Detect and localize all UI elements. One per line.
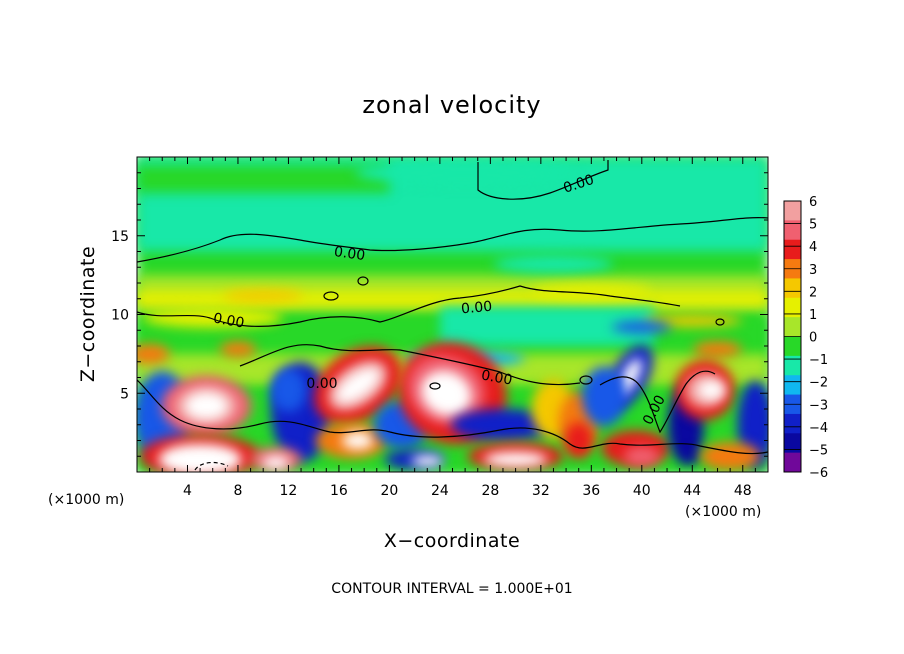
colorbar-label: 2: [809, 285, 817, 300]
zero-contour-top: [477, 160, 609, 200]
dashed-contour: [194, 461, 229, 471]
small-contour-c: [429, 382, 441, 390]
x-tick-label: 36: [582, 483, 600, 499]
small-contour-a: [323, 291, 339, 301]
colorbar-label: 5: [809, 218, 817, 233]
y-axis-ticks: 5 10 15: [111, 172, 768, 457]
contour-label-2: 0.00: [333, 244, 366, 264]
colorbar-swatch: [784, 278, 801, 299]
y-tick-label: 15: [111, 229, 129, 245]
small-contour-d: [579, 375, 593, 385]
velocity-field: [137, 157, 768, 472]
contour-label-6: 0.00: [480, 367, 513, 388]
x-unit-right: (×1000 m): [685, 504, 761, 520]
x-tick-label: 8: [233, 483, 242, 499]
colorbar-label: −2: [809, 376, 828, 391]
x-unit-left: (×1000 m): [48, 492, 124, 508]
chart-title: zonal velocity: [362, 91, 541, 119]
zero-contour-mid2: [239, 344, 581, 386]
colorbar-label: −1: [809, 353, 828, 368]
colorbar-swatch: [784, 433, 801, 454]
x-axis-label: X−coordinate: [384, 530, 520, 552]
colorbar-swatch: [784, 355, 801, 376]
contour-interval-note: CONTOUR INTERVAL = 1.000E+01: [331, 581, 572, 597]
colorbar-swatch: [784, 413, 801, 434]
y-tick-label: 10: [111, 308, 129, 324]
small-contour-b: [357, 276, 369, 286]
colorbar-swatch: [784, 317, 801, 337]
x-tick-label: 16: [330, 483, 348, 499]
contour-lines: [137, 160, 768, 471]
contour-label-4: 0.00: [460, 299, 492, 318]
colorbar-swatch: [784, 336, 801, 357]
colorbar-label: −4: [809, 421, 828, 436]
colorbar-swatch: [784, 375, 801, 396]
x-tick-label: 20: [380, 483, 398, 499]
colorbar-swatch: [784, 220, 801, 241]
x-tick-label: 32: [532, 483, 550, 499]
colorbar-label: 0: [809, 331, 817, 346]
colorbar-swatch: [784, 239, 801, 260]
colorbar-label: −6: [809, 466, 828, 481]
colorbar-swatch: [784, 452, 801, 473]
x-tick-label: 48: [734, 483, 752, 499]
x-tick-label: 12: [280, 483, 298, 499]
y-axis-label: Z−coordinate: [77, 246, 99, 382]
x-tick-label: 28: [481, 483, 499, 499]
x-tick-label: 44: [683, 483, 701, 499]
colorbar-label: −5: [809, 443, 828, 458]
colorbar-label: 6: [809, 195, 817, 210]
y-tick-label: 5: [120, 386, 129, 402]
x-tick-label: 24: [431, 483, 449, 499]
colorbar-swatch: [784, 297, 801, 318]
colorbar-label: 3: [809, 263, 817, 278]
colorbar-label: −3: [809, 398, 828, 413]
colorbar: 6 5 4 3 2 1 0 −1 −2 −3 −4 −5 −6: [783, 195, 828, 481]
colorbar-label: 4: [809, 240, 817, 255]
contour-label-3: 0.00: [212, 310, 245, 331]
zero-contour-right: [599, 370, 716, 434]
zero-contour-upper: [137, 217, 768, 263]
zero-contour-lower: [137, 379, 768, 455]
contour-label-5: 0.00: [306, 376, 337, 392]
plot-area: 0.00 0.00 0.00 0.00 0.00 0.00 0.00: [137, 157, 768, 472]
small-contour-e: [715, 318, 725, 326]
colorbar-swatch: [784, 201, 801, 221]
x-tick-label: 40: [633, 483, 651, 499]
zero-contour-mid: [137, 285, 681, 327]
x-tick-label: 4: [183, 483, 192, 499]
x-axis-ticks: 4 8 12 16 20 24 28 32 36 40 44 48: [149, 157, 756, 499]
colorbar-label: 1: [809, 308, 817, 323]
